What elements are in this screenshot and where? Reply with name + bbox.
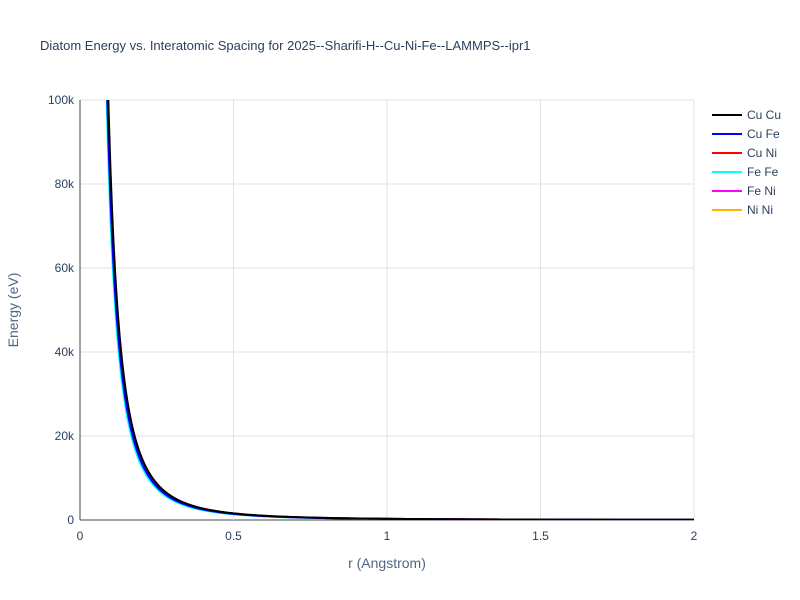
x-tick-label: 2 — [691, 529, 698, 543]
x-tick-label: 0.5 — [225, 529, 242, 543]
legend-item-ni-ni[interactable]: Ni Ni — [712, 203, 773, 217]
y-tick-label: 40k — [55, 345, 75, 359]
series-line-fe-ni — [106, 100, 694, 520]
x-tick-label: 1 — [384, 529, 391, 543]
x-tick-label: 1.5 — [532, 529, 549, 543]
legend-item-cu-fe[interactable]: Cu Fe — [712, 127, 780, 141]
legend-item-fe-ni[interactable]: Fe Ni — [712, 184, 776, 198]
y-tick-label: 0 — [67, 513, 74, 527]
chart-title: Diatom Energy vs. Interatomic Spacing fo… — [40, 38, 531, 53]
x-tick-label: 0 — [77, 529, 84, 543]
legend-label: Fe Fe — [747, 165, 779, 179]
y-tick-labels: 0 20k 40k 60k 80k 100k — [48, 93, 75, 527]
x-tick-labels: 0 0.5 1 1.5 2 — [77, 529, 698, 543]
legend-label: Cu Ni — [747, 146, 777, 160]
y-tick-label: 80k — [55, 177, 75, 191]
series-line-cu-ni — [107, 100, 694, 520]
series-layer — [105, 100, 694, 520]
legend-label: Fe Ni — [747, 184, 776, 198]
series-line-cu-cu — [107, 100, 694, 520]
y-axis-title: Energy (eV) — [5, 273, 21, 348]
y-tick-label: 100k — [48, 93, 75, 107]
legend-item-cu-ni[interactable]: Cu Ni — [712, 146, 777, 160]
series-line-ni-ni — [106, 100, 694, 520]
legend-item-cu-cu[interactable]: Cu Cu — [712, 108, 781, 122]
series-line-cu-fe — [106, 100, 694, 520]
legend-label: Cu Cu — [747, 108, 781, 122]
x-axis-title: r (Angstrom) — [348, 555, 426, 571]
legend-item-fe-fe[interactable]: Fe Fe — [712, 165, 779, 179]
x-grid — [79, 100, 695, 520]
y-tick-label: 20k — [55, 429, 75, 443]
legend[interactable]: Cu Cu Cu Fe Cu Ni Fe Fe Fe Ni Ni Ni — [712, 108, 781, 217]
legend-label: Ni Ni — [747, 203, 773, 217]
legend-label: Cu Fe — [747, 127, 780, 141]
y-tick-label: 60k — [55, 261, 75, 275]
series-line-fe-fe — [105, 100, 694, 520]
